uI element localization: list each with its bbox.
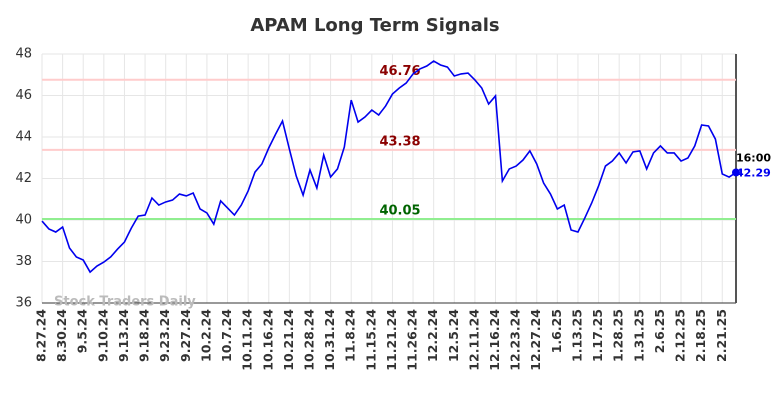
- chart-title: APAM Long Term Signals: [250, 15, 499, 36]
- y-tick-label: 46: [15, 88, 32, 103]
- reference-label: 40.05: [379, 203, 420, 218]
- y-tick-label: 44: [15, 130, 32, 145]
- x-tick-label: 8.27.24: [34, 309, 49, 362]
- reference-label: 46.76: [379, 64, 420, 79]
- y-tick-label: 40: [15, 213, 32, 228]
- reference-label: 43.38: [379, 134, 420, 149]
- y-tick-label: 36: [15, 296, 32, 311]
- x-tick-label: 10.11.24: [240, 309, 255, 371]
- x-tick-label: 10.7.24: [219, 309, 234, 362]
- x-tick-label: 12.16.24: [487, 309, 502, 371]
- x-tick-label: 12.2.24: [425, 309, 440, 362]
- x-tick-label: 9.27.24: [178, 309, 193, 362]
- x-tick-label: 9.10.24: [95, 309, 110, 362]
- x-tick-label: 1.6.25: [549, 309, 564, 353]
- x-tick-label: 11.21.24: [384, 309, 399, 371]
- watermark: Stock Traders Daily: [54, 295, 196, 310]
- last-value: 42.29: [736, 166, 771, 179]
- x-tick-label: 8.30.24: [54, 309, 69, 362]
- x-tick-label: 9.5.24: [75, 309, 90, 354]
- y-tick-label: 42: [15, 171, 32, 186]
- x-tick-label: 12.23.24: [508, 309, 523, 371]
- last-point: [732, 168, 740, 177]
- x-tick-label: 2.6.25: [652, 309, 667, 353]
- x-tick-label: 10.28.24: [301, 309, 316, 371]
- x-tick-label: 10.31.24: [322, 309, 337, 371]
- x-tick-label: 2.21.25: [714, 309, 729, 362]
- x-tick-label: 12.11.24: [466, 309, 481, 371]
- x-tick-label: 9.13.24: [116, 309, 131, 362]
- price-line: [41, 60, 737, 274]
- x-tick-label: 12.27.24: [528, 309, 543, 371]
- x-tick-label: 9.23.24: [157, 309, 172, 362]
- x-tick-label: 12.5.24: [446, 309, 461, 362]
- x-tick-label: 1.13.25: [569, 309, 584, 362]
- y-tick-label: 48: [15, 47, 32, 62]
- x-tick-label: 11.26.24: [405, 309, 420, 371]
- x-tick-label: 9.18.24: [137, 309, 152, 362]
- x-tick-label: 1.17.25: [590, 309, 605, 362]
- last-time: 16:00: [736, 151, 771, 164]
- x-tick-label: 10.16.24: [260, 309, 275, 371]
- x-tick-label: 11.15.24: [363, 309, 378, 371]
- x-tick-label: 2.18.25: [693, 309, 708, 362]
- x-tick-label: 2.12.25: [673, 309, 688, 362]
- x-tick-label: 10.2.24: [198, 309, 213, 362]
- x-tick-label: 11.8.24: [343, 309, 358, 362]
- x-tick-label: 10.21.24: [281, 309, 296, 371]
- x-tick-label: 1.28.25: [611, 309, 626, 362]
- y-tick-label: 38: [15, 254, 32, 269]
- x-tick-label: 1.31.25: [631, 309, 646, 362]
